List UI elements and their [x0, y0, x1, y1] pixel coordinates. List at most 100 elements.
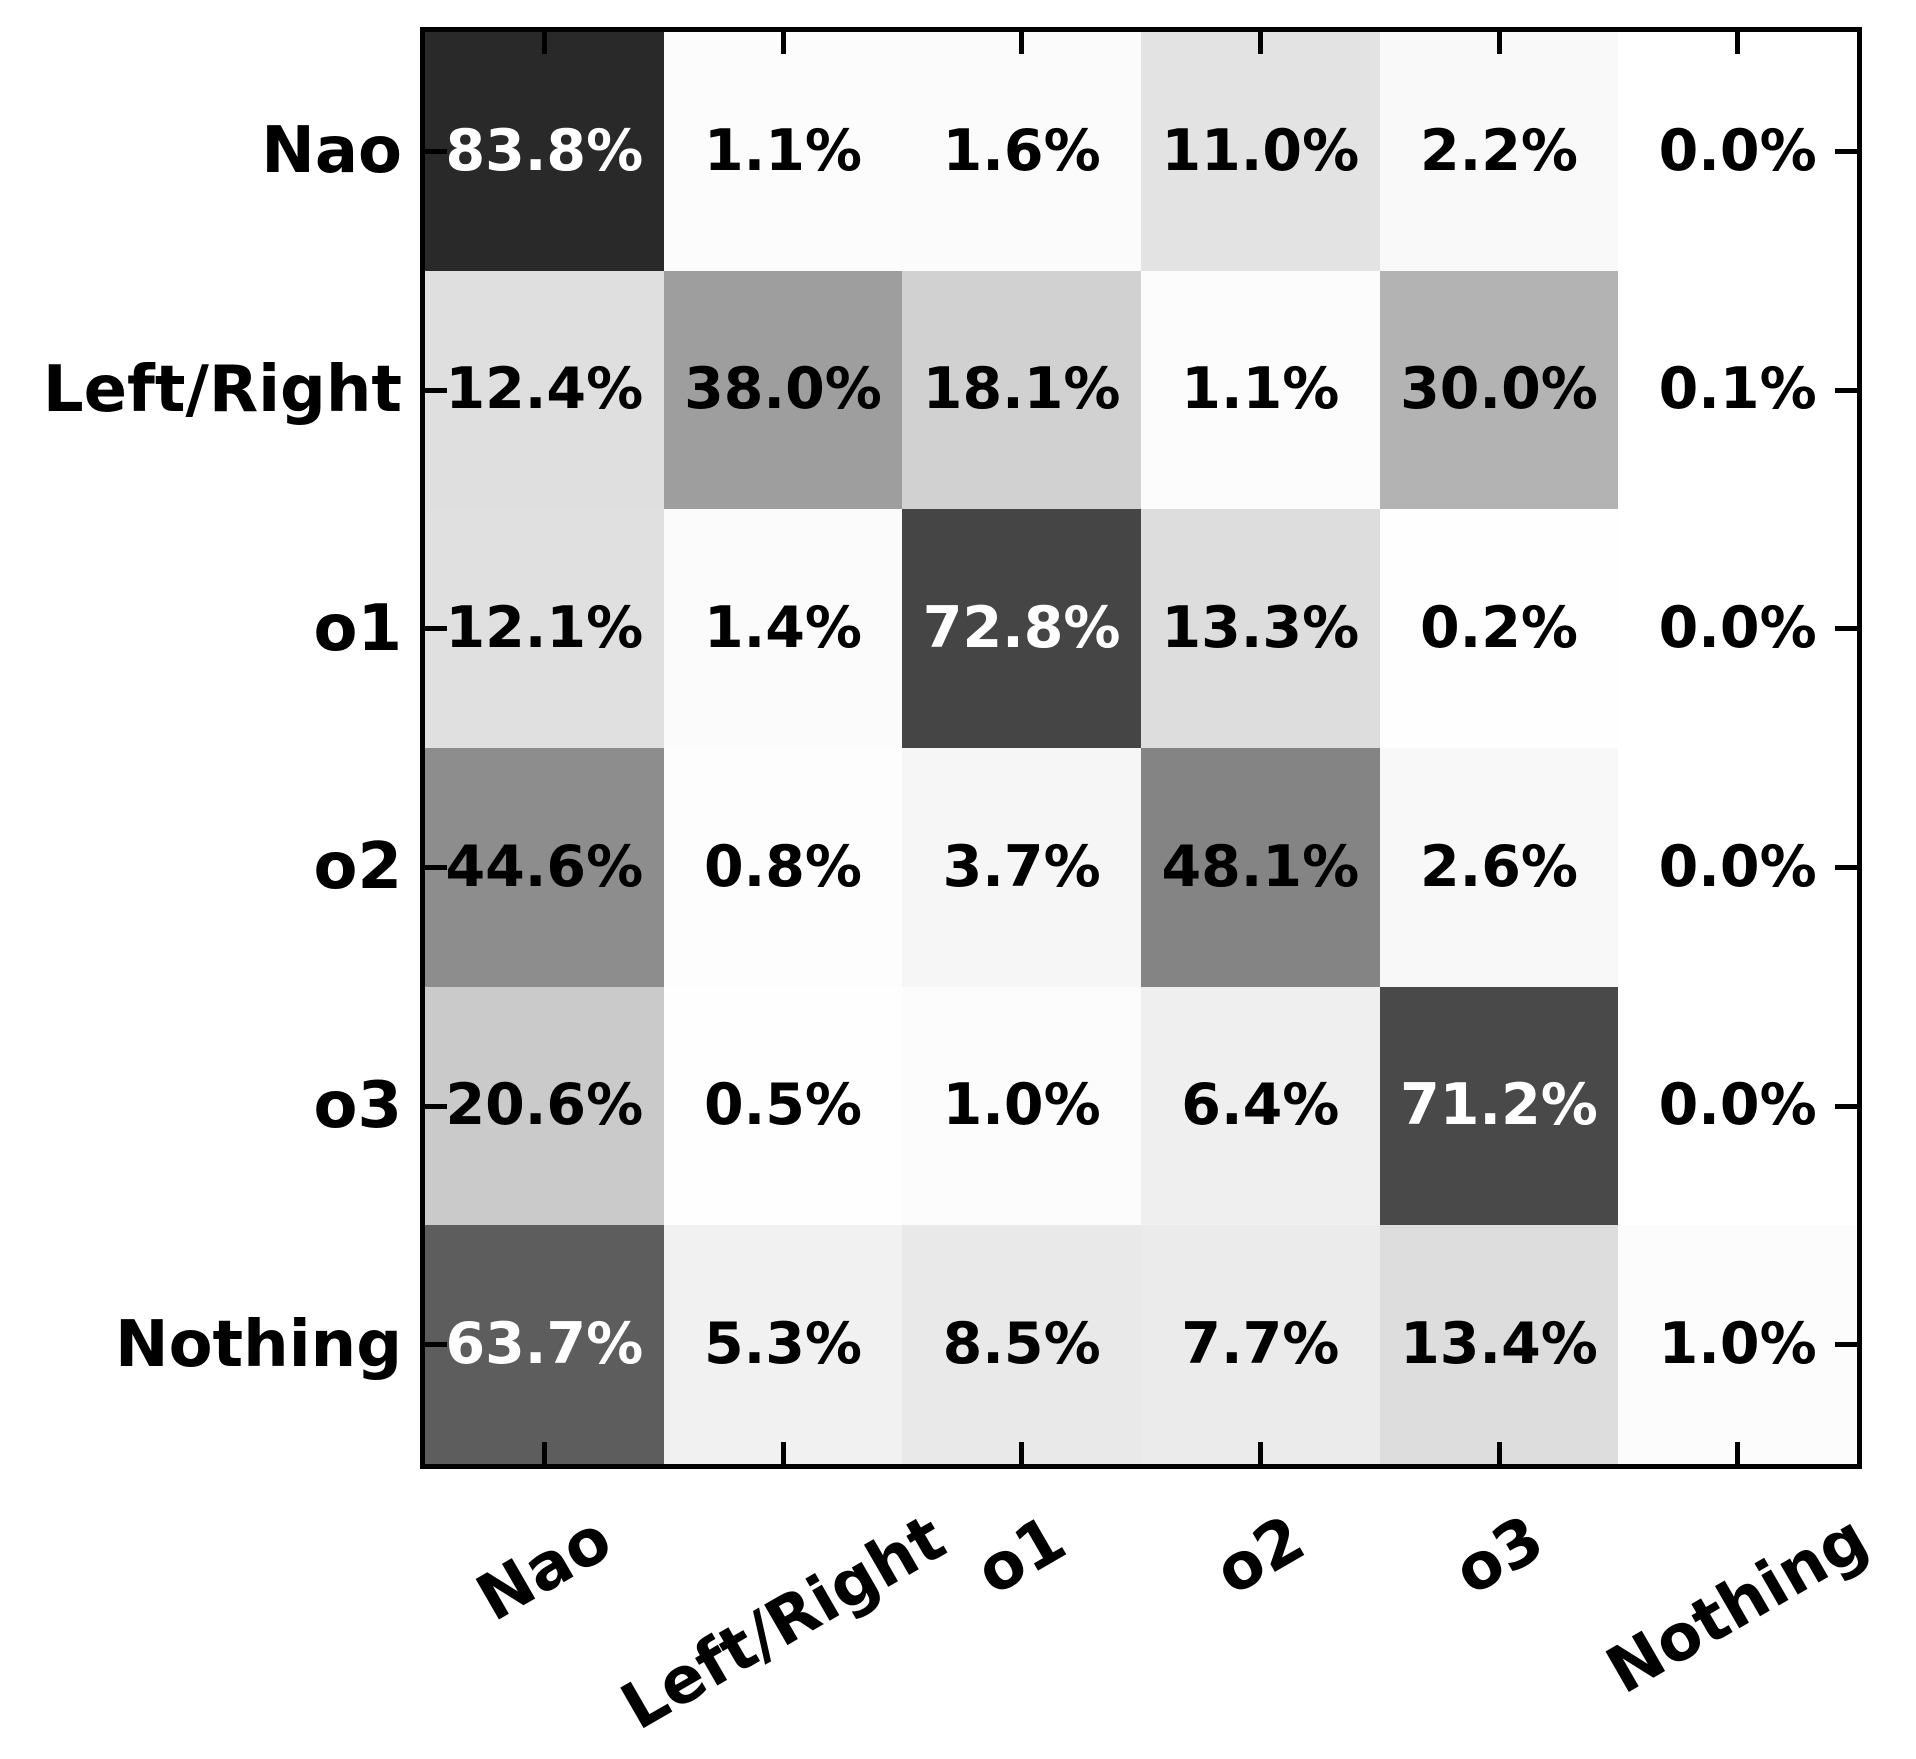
cell-value: 20.6% [445, 1072, 644, 1139]
axis-tick [780, 1442, 786, 1464]
cell-value: 0.1% [1658, 356, 1817, 423]
cell-value: 12.4% [445, 356, 644, 423]
cell-value: 13.4% [1400, 1311, 1598, 1378]
cell-Left/Right-o1: 18.1% [902, 270, 1141, 510]
cell-value: 0.2% [1419, 595, 1579, 662]
cell-Nothing-Left/Right: 5.3% [663, 1225, 903, 1464]
cell-o1-o1: 72.8% [902, 509, 1141, 748]
cell-Nothing-o3: 13.4% [1379, 1225, 1619, 1464]
cell-Left/Right-Nothing: 0.1% [1618, 270, 1857, 510]
axis-tick [425, 1342, 447, 1348]
cell-o1-Nothing: 0.0% [1618, 509, 1857, 748]
cell-Nothing-Nothing: 1.0% [1618, 1225, 1857, 1464]
heatmap-grid: 83.8% 1.1% 1.6% 11.0% 2.2% 0.0% 12.4% 38.0% 18.1… [420, 27, 1862, 1469]
axis-tick [1835, 626, 1857, 632]
cell-o1-o2: 13.3% [1141, 509, 1380, 748]
col-label-o1: o1 [964, 1501, 1079, 1611]
cell-value: 6.4% [1181, 1072, 1340, 1139]
cell-value: 0.0% [1658, 1072, 1817, 1139]
cell-value: 2.2% [1419, 117, 1579, 184]
axis-tick [1835, 864, 1857, 870]
cell-value: 1.1% [703, 117, 863, 184]
cell-value: 1.1% [1181, 356, 1340, 423]
cell-Nothing-Nao: 63.7% [425, 1225, 664, 1464]
axis-tick [1835, 1342, 1857, 1348]
cell-Left/Right-Nao: 12.4% [425, 270, 664, 510]
axis-tick [1835, 1103, 1857, 1109]
cell-value: 44.6% [445, 833, 644, 900]
axis-tick [1735, 32, 1741, 54]
cell-value: 48.1% [1161, 833, 1360, 900]
axis-tick [541, 32, 547, 54]
cell-o3-o2: 6.4% [1141, 986, 1380, 1226]
cell-o3-Nao: 20.6% [425, 986, 664, 1226]
col-label-Nothing: Nothing [1594, 1501, 1881, 1710]
axis-tick [1735, 1442, 1741, 1464]
cell-value: 13.3% [1161, 595, 1360, 662]
row-label-o2: o2 [313, 830, 403, 905]
cell-value: 63.7% [445, 1311, 644, 1378]
cell-o1-o3: 0.2% [1379, 509, 1619, 748]
cell-value: 0.0% [1658, 833, 1817, 900]
cell-value: 11.0% [1161, 117, 1360, 184]
cell-value: 0.0% [1658, 117, 1817, 184]
axis-tick [780, 32, 786, 54]
cell-o1-Nao: 12.1% [425, 509, 664, 748]
cell-o3-o3: 71.2% [1379, 986, 1619, 1226]
axis-tick [425, 148, 447, 154]
cell-Nao-o1: 1.6% [902, 32, 1141, 271]
row-label-Nothing: Nothing [115, 1307, 402, 1382]
cell-o1-Left/Right: 1.4% [663, 509, 903, 748]
axis-tick [425, 1103, 447, 1109]
cell-value: 1.4% [703, 595, 863, 662]
cell-value: 18.1% [922, 356, 1121, 423]
cell-value: 72.8% [922, 595, 1121, 662]
cell-value: 0.8% [703, 833, 863, 900]
cell-Nao-Nao: 83.8% [425, 32, 664, 271]
cell-Nothing-o2: 7.7% [1141, 1225, 1380, 1464]
row-label-Nao: Nao [261, 114, 402, 189]
cell-Left/Right-o2: 1.1% [1141, 270, 1380, 510]
axis-tick [1496, 32, 1502, 54]
cell-value: 2.6% [1419, 833, 1579, 900]
cell-Nao-Left/Right: 1.1% [663, 32, 903, 271]
col-label-o3: o3 [1441, 1501, 1556, 1611]
cell-value: 5.3% [703, 1311, 863, 1378]
cell-value: 83.8% [445, 117, 644, 184]
axis-tick [1835, 148, 1857, 154]
cell-o3-Left/Right: 0.5% [663, 986, 903, 1226]
axis-tick [1257, 32, 1263, 54]
cell-Left/Right-o3: 30.0% [1379, 270, 1619, 510]
cell-value: 12.1% [445, 595, 644, 662]
cell-Left/Right-Left/Right: 38.0% [663, 270, 903, 510]
cell-value: 1.0% [1658, 1311, 1817, 1378]
axis-tick [1496, 1442, 1502, 1464]
cell-o3-Nothing: 0.0% [1618, 986, 1857, 1226]
cell-value: 1.0% [942, 1072, 1101, 1139]
row-label-o3: o3 [313, 1069, 403, 1143]
cell-value: 71.2% [1400, 1072, 1598, 1139]
cell-o2-o3: 2.6% [1379, 748, 1619, 987]
cell-o2-Nothing: 0.0% [1618, 748, 1857, 987]
cell-o2-o1: 3.7% [902, 748, 1141, 987]
axis-tick [1835, 387, 1857, 393]
cell-Nao-o2: 11.0% [1141, 32, 1380, 271]
col-label-Nao: Nao [464, 1501, 624, 1637]
axis-tick [425, 864, 447, 870]
axis-tick [1257, 1442, 1263, 1464]
axis-tick [425, 626, 447, 632]
cell-value: 0.0% [1658, 595, 1817, 662]
cell-value: 7.7% [1181, 1311, 1340, 1378]
cell-o2-Left/Right: 0.8% [663, 748, 903, 987]
cell-o3-o1: 1.0% [902, 986, 1141, 1226]
axis-tick [1019, 1442, 1025, 1464]
axis-tick [1019, 32, 1025, 54]
axis-tick [425, 387, 447, 393]
cell-value: 1.6% [942, 117, 1101, 184]
axis-tick [541, 1442, 547, 1464]
cell-Nao-o3: 2.2% [1379, 32, 1619, 271]
cell-Nao-Nothing: 0.0% [1618, 32, 1857, 271]
cell-value: 0.5% [703, 1072, 863, 1139]
row-label-o1: o1 [313, 591, 403, 666]
cell-value: 30.0% [1400, 356, 1598, 423]
